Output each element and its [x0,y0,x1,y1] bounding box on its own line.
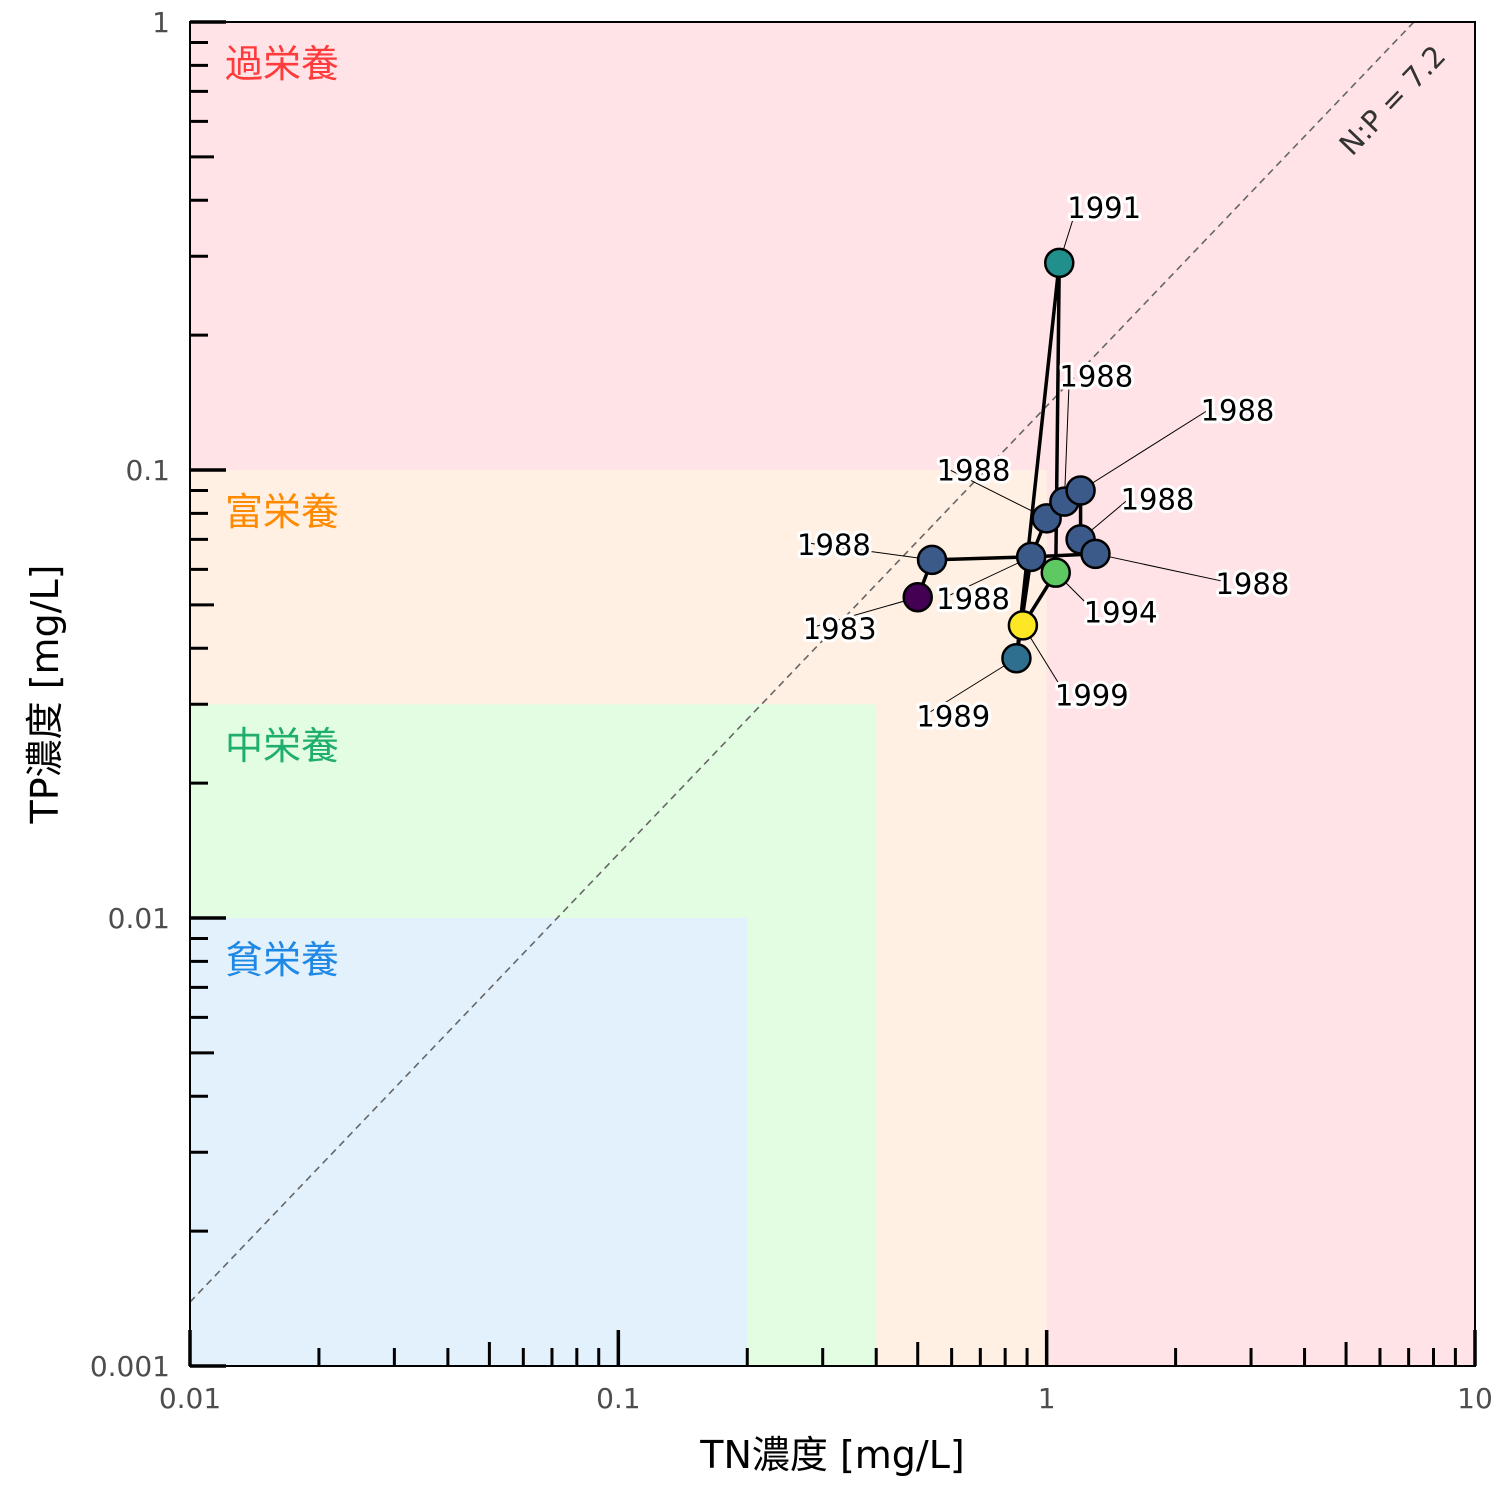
point-label-1988: 1988 [1201,393,1275,427]
leader-line-1988 [946,467,1047,519]
y-tick-label: 1 [152,6,170,39]
data-point-1988 [1065,475,1096,506]
zone-label-eutrophic: 富栄養 [225,490,339,534]
plot-frame [189,21,1476,1367]
leader-line-1983 [812,596,918,628]
x-tick-label: 0.1 [596,1382,641,1415]
data-point-1983 [902,581,933,613]
data-point-1994 [1040,557,1071,588]
leader-line-1988 [1080,408,1211,491]
zone-oligotrophic [190,918,748,1366]
y-tick-label: 0.1 [125,454,170,487]
point-label-1983: 1983 [803,612,877,646]
data-point-1989 [1001,643,1032,674]
leader-line-1989 [926,657,1017,715]
zone-label-mesotrophic: 中栄養 [225,724,339,768]
point-labels: 1983 1988 1988 1988 1988 1988 1988 1988 1989 1991… [794,188,1292,736]
leader-line-1988 [806,542,933,561]
point-label-1988: 1988 [1121,482,1195,516]
y-axis-title: TP濃度 [mg/L] [23,565,67,825]
x-tick-label: 10 [1457,1382,1493,1415]
point-label-1994: 1994 [1084,596,1158,630]
leader-line-1988 [945,556,1032,598]
data-point-1999 [1007,610,1039,641]
point-label-1988: 1988 [797,528,871,562]
zone-label-hypertrophic: 過栄養 [225,42,339,86]
x-tick-label: 1 [1038,1382,1056,1415]
y-tick-label: 0.01 [108,902,170,935]
leader-line-1988 [1063,374,1070,502]
point-label-1988: 1988 [1215,567,1289,601]
x-axis-title: TN濃度 [mg/L] [699,1433,964,1477]
leader-line-1988 [1095,553,1226,583]
point-label-1988: 1988 [936,582,1010,616]
data-point-1988 [1015,541,1047,573]
data-point-1991 [1044,247,1075,279]
trophic-zones [190,22,1475,1366]
x-tick-label: 0.01 [159,1382,221,1415]
point-label-1988: 1988 [1059,360,1133,394]
data-points [902,247,1111,674]
point-label-1989: 1989 [916,699,990,733]
point-label-1999: 1999 [1055,678,1129,712]
point-label-1988: 1988 [937,453,1011,487]
data-point-1988 [1080,538,1111,570]
zone-label-oligotrophic: 貧栄養 [225,938,339,982]
y-tick-label: 0.001 [90,1350,170,1383]
point-label-1991: 1991 [1067,191,1141,225]
data-point-1988 [916,544,948,576]
